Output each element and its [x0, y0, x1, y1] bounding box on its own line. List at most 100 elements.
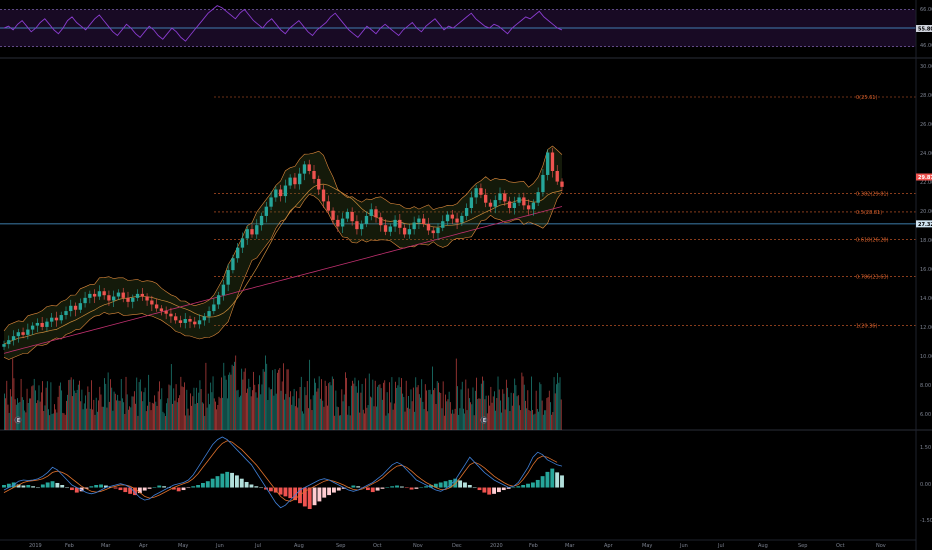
candle[interactable] — [412, 222, 416, 230]
candle[interactable] — [202, 316, 206, 321]
candle[interactable] — [140, 293, 144, 297]
candle[interactable] — [503, 193, 507, 202]
candle[interactable] — [550, 152, 555, 172]
candle[interactable] — [236, 247, 240, 259]
candle[interactable] — [479, 188, 483, 195]
candle[interactable] — [269, 197, 273, 207]
candle[interactable] — [59, 315, 63, 321]
candle[interactable] — [288, 177, 292, 186]
candle[interactable] — [355, 221, 359, 230]
candle[interactable] — [145, 296, 149, 301]
candle[interactable] — [379, 217, 383, 226]
candle[interactable] — [40, 322, 44, 327]
candle[interactable] — [73, 305, 78, 310]
candle[interactable] — [16, 332, 20, 337]
candle[interactable] — [407, 229, 412, 235]
candle[interactable] — [326, 201, 330, 211]
candle[interactable] — [498, 193, 502, 201]
candle[interactable] — [197, 320, 202, 325]
candle[interactable] — [221, 284, 226, 296]
candle[interactable] — [312, 171, 316, 179]
candle[interactable] — [460, 215, 464, 223]
candle[interactable] — [522, 197, 526, 206]
candle[interactable] — [212, 304, 216, 312]
candle[interactable] — [259, 215, 264, 226]
candle[interactable] — [188, 319, 192, 322]
candle[interactable] — [97, 291, 102, 297]
candle[interactable] — [555, 171, 559, 182]
candle[interactable] — [250, 229, 254, 235]
candle[interactable] — [240, 238, 245, 248]
candle[interactable] — [321, 189, 326, 202]
candle[interactable] — [541, 174, 545, 193]
candle[interactable] — [560, 181, 564, 187]
candle[interactable] — [126, 297, 130, 302]
candle[interactable] — [30, 325, 35, 330]
candle[interactable] — [493, 200, 497, 207]
macd-line[interactable] — [3, 436, 563, 509]
candle[interactable] — [2, 344, 6, 347]
candle[interactable] — [474, 188, 478, 198]
candle[interactable] — [445, 214, 450, 222]
candle[interactable] — [69, 305, 73, 312]
candle[interactable] — [64, 311, 68, 316]
candle[interactable] — [317, 178, 321, 190]
candle[interactable] — [360, 223, 364, 230]
candle[interactable] — [50, 317, 54, 322]
candle[interactable] — [369, 209, 373, 216]
candle[interactable] — [374, 209, 378, 218]
candle[interactable] — [388, 226, 392, 232]
candle[interactable] — [345, 211, 350, 219]
candle[interactable] — [278, 189, 283, 197]
macd-panel[interactable] — [2, 436, 564, 509]
candle[interactable] — [131, 297, 135, 302]
candle[interactable] — [431, 230, 435, 234]
candle[interactable] — [255, 225, 259, 235]
candle[interactable] — [107, 295, 111, 301]
candle[interactable] — [536, 192, 540, 203]
rsi-panel[interactable] — [0, 5, 932, 59]
candle[interactable] — [135, 293, 140, 298]
candle[interactable] — [193, 321, 197, 325]
time-axis[interactable]: 2019 Feb Mar Apr May Jun Jul Aug Sep Oct Nov Dec 202… — [0, 539, 916, 549]
earnings-marker[interactable]: E — [480, 416, 488, 424]
candle[interactable] — [7, 340, 11, 345]
candle[interactable] — [383, 225, 388, 232]
candle[interactable] — [350, 211, 354, 222]
candle[interactable] — [78, 303, 82, 310]
candle[interactable] — [92, 293, 97, 297]
candle[interactable] — [531, 202, 536, 210]
candle[interactable] — [54, 317, 59, 321]
candle[interactable] — [402, 227, 407, 235]
candle[interactable] — [512, 202, 516, 208]
candle[interactable] — [546, 152, 550, 175]
candle[interactable] — [102, 291, 106, 296]
rsi-line[interactable] — [3, 5, 563, 42]
candle[interactable] — [183, 319, 187, 323]
candle[interactable] — [331, 210, 335, 220]
candle[interactable] — [298, 173, 302, 185]
candle[interactable] — [340, 218, 345, 227]
candle[interactable] — [364, 215, 369, 224]
candle[interactable] — [484, 194, 488, 203]
candle[interactable] — [450, 214, 454, 219]
candle[interactable] — [164, 311, 168, 314]
candle[interactable] — [112, 296, 116, 301]
candle[interactable] — [436, 227, 440, 234]
candle[interactable] — [216, 295, 221, 305]
candle[interactable] — [35, 322, 40, 326]
candle[interactable] — [426, 223, 431, 231]
price-axes[interactable]: 66.0056.0046.0055.8030.0028.0026.0024.00… — [915, 0, 932, 550]
candle[interactable] — [517, 197, 521, 203]
candle[interactable] — [507, 201, 512, 208]
price-panel[interactable]: 0(25.61) 0.382(29.81) 0.5(28.81) 0.618(26.2… — [0, 95, 932, 431]
candle[interactable] — [21, 332, 25, 335]
candle[interactable] — [293, 177, 297, 185]
earnings-marker[interactable]: E — [14, 416, 22, 424]
candle[interactable] — [159, 308, 164, 312]
candle[interactable] — [398, 219, 402, 228]
candle[interactable] — [422, 218, 426, 224]
candle[interactable] — [336, 219, 340, 227]
candle[interactable] — [11, 336, 16, 341]
